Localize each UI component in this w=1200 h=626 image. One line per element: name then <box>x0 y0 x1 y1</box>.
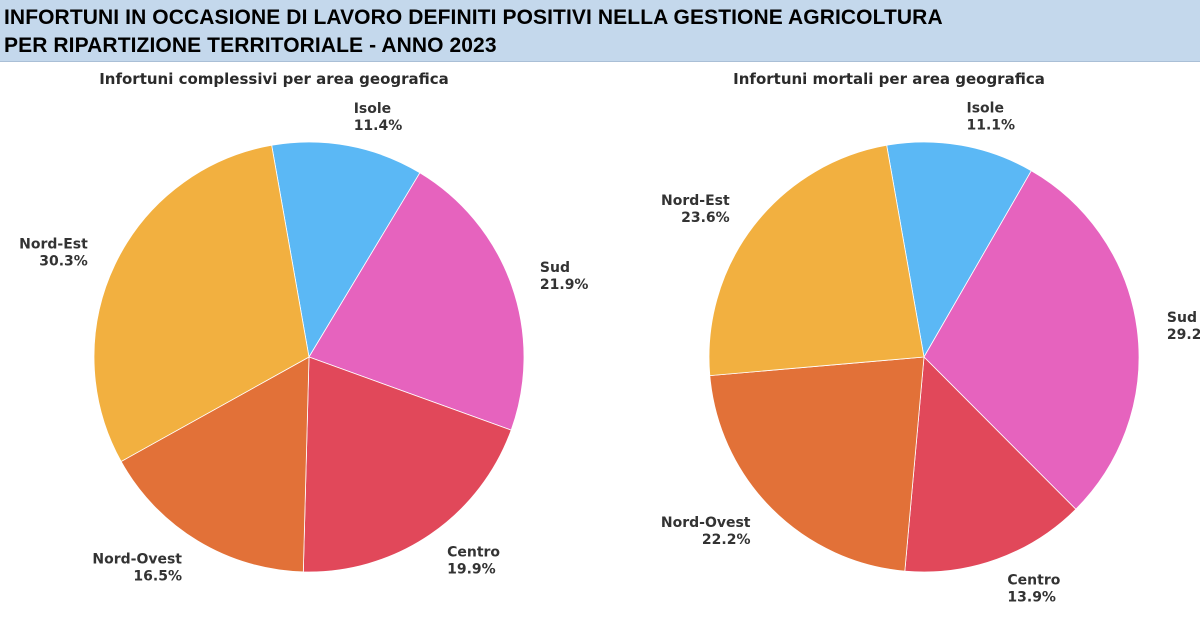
chart-title: Infortuni mortali per area geografica <box>733 70 1045 88</box>
slice-value: 29.2% <box>1167 327 1200 343</box>
charts-area: Infortuni complessivi per area geografic… <box>19 70 1200 605</box>
slice-value: 30.3% <box>39 254 88 270</box>
slice-label-centro: Centro 13.9% <box>1007 572 1060 605</box>
header-title-line-1: INFORTUNI IN OCCASIONE DI LAVORO DEFINIT… <box>4 6 943 29</box>
slice-name: Centro <box>1007 572 1060 588</box>
slice-name: Sud <box>540 260 570 276</box>
pie-slice-nord-est <box>93 144 310 463</box>
slice-label-centro: Centro 19.9% <box>447 544 500 577</box>
slice-label-nord-ovest: Nord-Ovest 22.2% <box>661 515 751 548</box>
slice-name: Nord-Ovest <box>661 515 751 531</box>
pie-slice-centro <box>302 356 512 573</box>
slice-label-nord-est: Nord-Est 30.3% <box>19 237 88 270</box>
pie-chart-fatal: Infortuni mortali per area geografica Is… <box>661 70 1200 605</box>
slice-value: 23.6% <box>681 210 730 226</box>
slice-name: Nord-Est <box>661 193 730 209</box>
slice-label-nord-est: Nord-Est 23.6% <box>661 193 730 226</box>
chart-title: Infortuni complessivi per area geografic… <box>99 70 449 88</box>
slice-value: 11.4% <box>354 118 403 134</box>
pie-slice-nord-ovest <box>120 356 310 573</box>
pie-slice-centro <box>904 356 1077 573</box>
header-banner: INFORTUNI IN OCCASIONE DI LAVORO DEFINIT… <box>0 0 1200 62</box>
slice-value: 19.9% <box>447 561 496 577</box>
slice-value: 11.1% <box>967 118 1016 134</box>
slice-name: Sud <box>1167 310 1197 326</box>
slice-value: 16.5% <box>133 569 182 585</box>
pie-slice-nord-est <box>708 144 925 377</box>
slice-label-nord-ovest: Nord-Ovest 16.5% <box>92 552 182 585</box>
pie-slice-sud <box>923 170 1140 510</box>
slice-name: Nord-Est <box>19 237 88 253</box>
slice-label-isole: Isole 11.1% <box>967 101 1016 134</box>
slice-name: Isole <box>967 101 1004 117</box>
pie-chart-total: Infortuni complessivi per area geografic… <box>19 70 588 585</box>
pie-slice-isole <box>886 141 1032 359</box>
slice-value: 13.9% <box>1007 589 1056 605</box>
header-title-line-2: PER RIPARTIZIONE TERRITORIALE - ANNO 202… <box>4 34 497 57</box>
slice-name: Nord-Ovest <box>92 552 182 568</box>
slice-value: 22.2% <box>702 532 751 548</box>
slice-label-sud: Sud 21.9% <box>540 260 589 293</box>
slice-value: 21.9% <box>540 277 589 293</box>
slice-name: Isole <box>354 101 391 117</box>
slice-label-isole: Isole 11.4% <box>354 101 403 134</box>
slice-name: Centro <box>447 544 500 560</box>
pie-slice-sud <box>308 172 525 431</box>
pie-slice-isole <box>271 141 421 359</box>
pie-slice-nord-ovest <box>709 356 925 572</box>
